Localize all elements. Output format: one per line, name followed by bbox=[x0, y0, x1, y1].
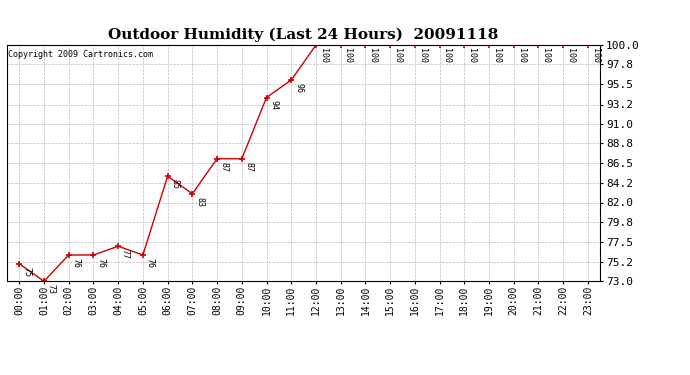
Text: Copyright 2009 Cartronics.com: Copyright 2009 Cartronics.com bbox=[8, 50, 153, 59]
Text: 76: 76 bbox=[72, 258, 81, 268]
Text: 100: 100 bbox=[492, 48, 501, 63]
Text: 76: 76 bbox=[146, 258, 155, 268]
Text: 100: 100 bbox=[541, 48, 550, 63]
Text: 75: 75 bbox=[22, 267, 31, 276]
Text: 87: 87 bbox=[220, 162, 229, 171]
Text: 73: 73 bbox=[47, 284, 56, 294]
Title: Outdoor Humidity (Last 24 Hours)  20091118: Outdoor Humidity (Last 24 Hours) 2009111… bbox=[108, 28, 499, 42]
Text: 100: 100 bbox=[566, 48, 575, 63]
Text: 100: 100 bbox=[344, 48, 353, 63]
Text: 100: 100 bbox=[591, 48, 600, 63]
Text: 77: 77 bbox=[121, 249, 130, 259]
Text: 100: 100 bbox=[393, 48, 402, 63]
Text: 100: 100 bbox=[319, 48, 328, 63]
Text: 96: 96 bbox=[294, 83, 303, 93]
Text: 100: 100 bbox=[467, 48, 476, 63]
Text: 100: 100 bbox=[517, 48, 526, 63]
Text: 94: 94 bbox=[269, 100, 278, 110]
Text: 85: 85 bbox=[170, 179, 179, 189]
Text: 87: 87 bbox=[244, 162, 253, 171]
Text: 83: 83 bbox=[195, 196, 204, 207]
Text: 100: 100 bbox=[417, 48, 426, 63]
Text: 100: 100 bbox=[442, 48, 451, 63]
Text: 76: 76 bbox=[96, 258, 105, 268]
Text: 100: 100 bbox=[368, 48, 377, 63]
